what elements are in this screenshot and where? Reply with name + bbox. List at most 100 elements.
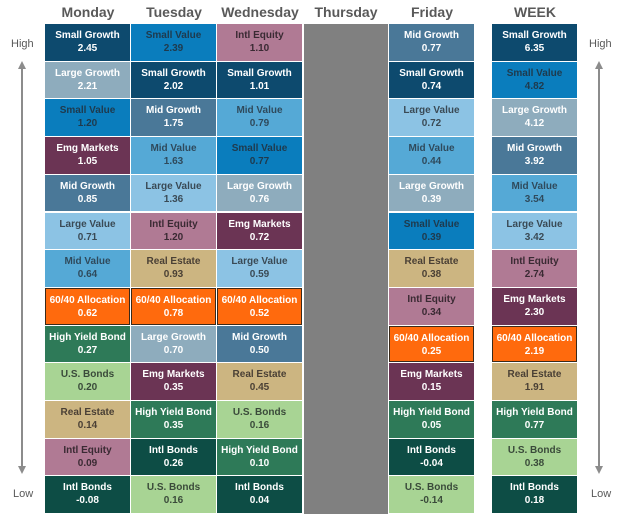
asset-name: Emg Markets xyxy=(56,143,119,155)
asset-cell: Small Value 4.82 xyxy=(492,61,577,99)
asset-name: Intl Equity xyxy=(407,293,456,305)
asset-name: Large Value xyxy=(145,180,202,192)
asset-return: 0.16 xyxy=(249,420,270,431)
asset-return: -0.08 xyxy=(76,495,99,507)
asset-cell: Small Value 2.39 xyxy=(131,24,216,61)
asset-cell: Mid Growth 1.75 xyxy=(131,99,216,137)
asset-cell: Intl Equity 1.10 xyxy=(217,24,302,61)
asset-name: Mid Value xyxy=(150,143,197,155)
high-label-left: High xyxy=(11,38,34,50)
asset-name: Intl Bonds xyxy=(149,444,198,456)
asset-return: 0.72 xyxy=(249,231,270,243)
asset-name: 60/40 Allocation xyxy=(496,332,573,344)
asset-return: 0.76 xyxy=(249,193,270,205)
asset-cell: Small Growth 0.74 xyxy=(389,61,474,99)
asset-cell: High Yield Bond 0.35 xyxy=(131,401,216,438)
asset-name: U.S. Bonds xyxy=(146,482,201,494)
asset-cell: Mid Value 1.63 xyxy=(131,137,216,174)
asset-name: Small Value xyxy=(506,67,563,79)
asset-return: 0.85 xyxy=(77,193,98,205)
asset-name: 60/40 Allocation xyxy=(393,332,470,344)
asset-return: 0.25 xyxy=(421,345,442,357)
asset-name: Small Value xyxy=(231,143,288,155)
asset-cell: 60/40 Allocation 0.62 xyxy=(45,287,130,325)
asset-cell: Intl Equity 0.09 xyxy=(45,438,130,476)
asset-name: High Yield Bond xyxy=(393,407,470,418)
asset-return: 0.35 xyxy=(163,382,184,394)
asset-cell: Intl Equity 2.74 xyxy=(492,250,577,287)
asset-return: 0.62 xyxy=(77,307,98,319)
asset-return: 0.44 xyxy=(421,156,442,168)
asset-name: Mid Value xyxy=(236,105,283,117)
asset-name: Emg Markets xyxy=(228,218,291,230)
asset-cell: Emg Markets 2.30 xyxy=(492,287,577,325)
asset-name: 60/40 Allocation xyxy=(49,294,126,306)
asset-name: Mid Growth xyxy=(507,143,562,155)
asset-return: 0.64 xyxy=(77,269,98,281)
asset-cell: Mid Growth 0.50 xyxy=(217,325,302,363)
asset-cell: Small Value 1.20 xyxy=(45,99,130,137)
asset-return: 2.39 xyxy=(163,43,184,54)
asset-name: High Yield Bond xyxy=(221,444,298,456)
asset-cell: High Yield Bond 0.77 xyxy=(492,401,577,438)
thursday-closed-block xyxy=(304,24,388,514)
asset-return: 0.71 xyxy=(77,231,98,243)
asset-cell: High Yield Bond 0.27 xyxy=(45,325,130,363)
asset-return: 0.78 xyxy=(163,307,184,319)
asset-cell: U.S. Bonds 0.38 xyxy=(492,438,577,476)
asset-return: 0.27 xyxy=(77,344,98,356)
asset-name: Large Growth xyxy=(398,180,464,192)
asset-name: Intl Bonds xyxy=(235,482,284,494)
asset-cell: Emg Markets 0.72 xyxy=(217,212,302,250)
asset-name: Emg Markets xyxy=(400,369,463,381)
arrow-down-icon-right xyxy=(595,466,603,474)
asset-cell: Small Growth 6.35 xyxy=(492,24,577,61)
asset-name: Intl Equity xyxy=(63,444,112,456)
asset-return: 0.26 xyxy=(163,457,184,469)
asset-cell: Large Value 0.59 xyxy=(217,250,302,287)
asset-return: 6.35 xyxy=(524,43,545,54)
asset-cell: Intl Bonds 0.18 xyxy=(492,476,577,514)
asset-name: Intl Bonds xyxy=(407,444,456,456)
asset-name: High Yield Bond xyxy=(496,407,573,418)
asset-cell: Large Value 3.42 xyxy=(492,212,577,250)
asset-cell: Small Value 0.39 xyxy=(389,212,474,250)
asset-name: U.S. Bonds xyxy=(507,444,562,456)
asset-cell: Intl Bonds -0.04 xyxy=(389,438,474,476)
asset-cell: Large Growth 0.70 xyxy=(131,325,216,363)
asset-name: Large Value xyxy=(231,256,288,268)
asset-name: Small Value xyxy=(59,105,116,117)
asset-name: U.S. Bonds xyxy=(232,407,287,418)
asset-return: 2.19 xyxy=(524,345,545,357)
asset-name: Small Growth xyxy=(55,30,120,41)
asset-name: Mid Value xyxy=(511,180,558,192)
asset-return: 0.50 xyxy=(249,344,270,356)
asset-name: Small Growth xyxy=(227,67,292,79)
asset-cell: Mid Growth 3.92 xyxy=(492,137,577,174)
asset-return: 0.59 xyxy=(249,269,270,281)
asset-name: Small Growth xyxy=(502,30,567,41)
asset-name: Real Estate xyxy=(60,407,115,418)
asset-return: 0.09 xyxy=(77,457,98,469)
asset-cell: Real Estate 0.45 xyxy=(217,363,302,400)
asset-cell: U.S. Bonds 0.16 xyxy=(131,476,216,514)
asset-name: Large Growth xyxy=(501,105,567,117)
asset-return: 1.63 xyxy=(163,156,184,168)
asset-return: 0.05 xyxy=(421,420,442,431)
asset-return: 1.36 xyxy=(163,193,184,205)
asset-name: High Yield Bond xyxy=(135,407,212,418)
asset-cell: Emg Markets 0.35 xyxy=(131,363,216,400)
asset-cell: 60/40 Allocation 2.19 xyxy=(492,325,577,363)
asset-return: 0.15 xyxy=(421,382,442,394)
asset-return: 1.10 xyxy=(249,43,270,54)
asset-name: Large Value xyxy=(506,218,563,230)
asset-return: 1.75 xyxy=(163,118,184,130)
asset-name: Real Estate xyxy=(232,369,287,381)
asset-name: Intl Equity xyxy=(149,218,198,230)
asset-name: Mid Value xyxy=(408,143,455,155)
asset-return: 0.34 xyxy=(421,306,442,318)
asset-name: Intl Bonds xyxy=(63,482,112,494)
asset-name: Mid Growth xyxy=(232,331,287,343)
asset-return: 0.16 xyxy=(163,495,184,507)
asset-cell: Mid Growth 0.77 xyxy=(389,24,474,61)
